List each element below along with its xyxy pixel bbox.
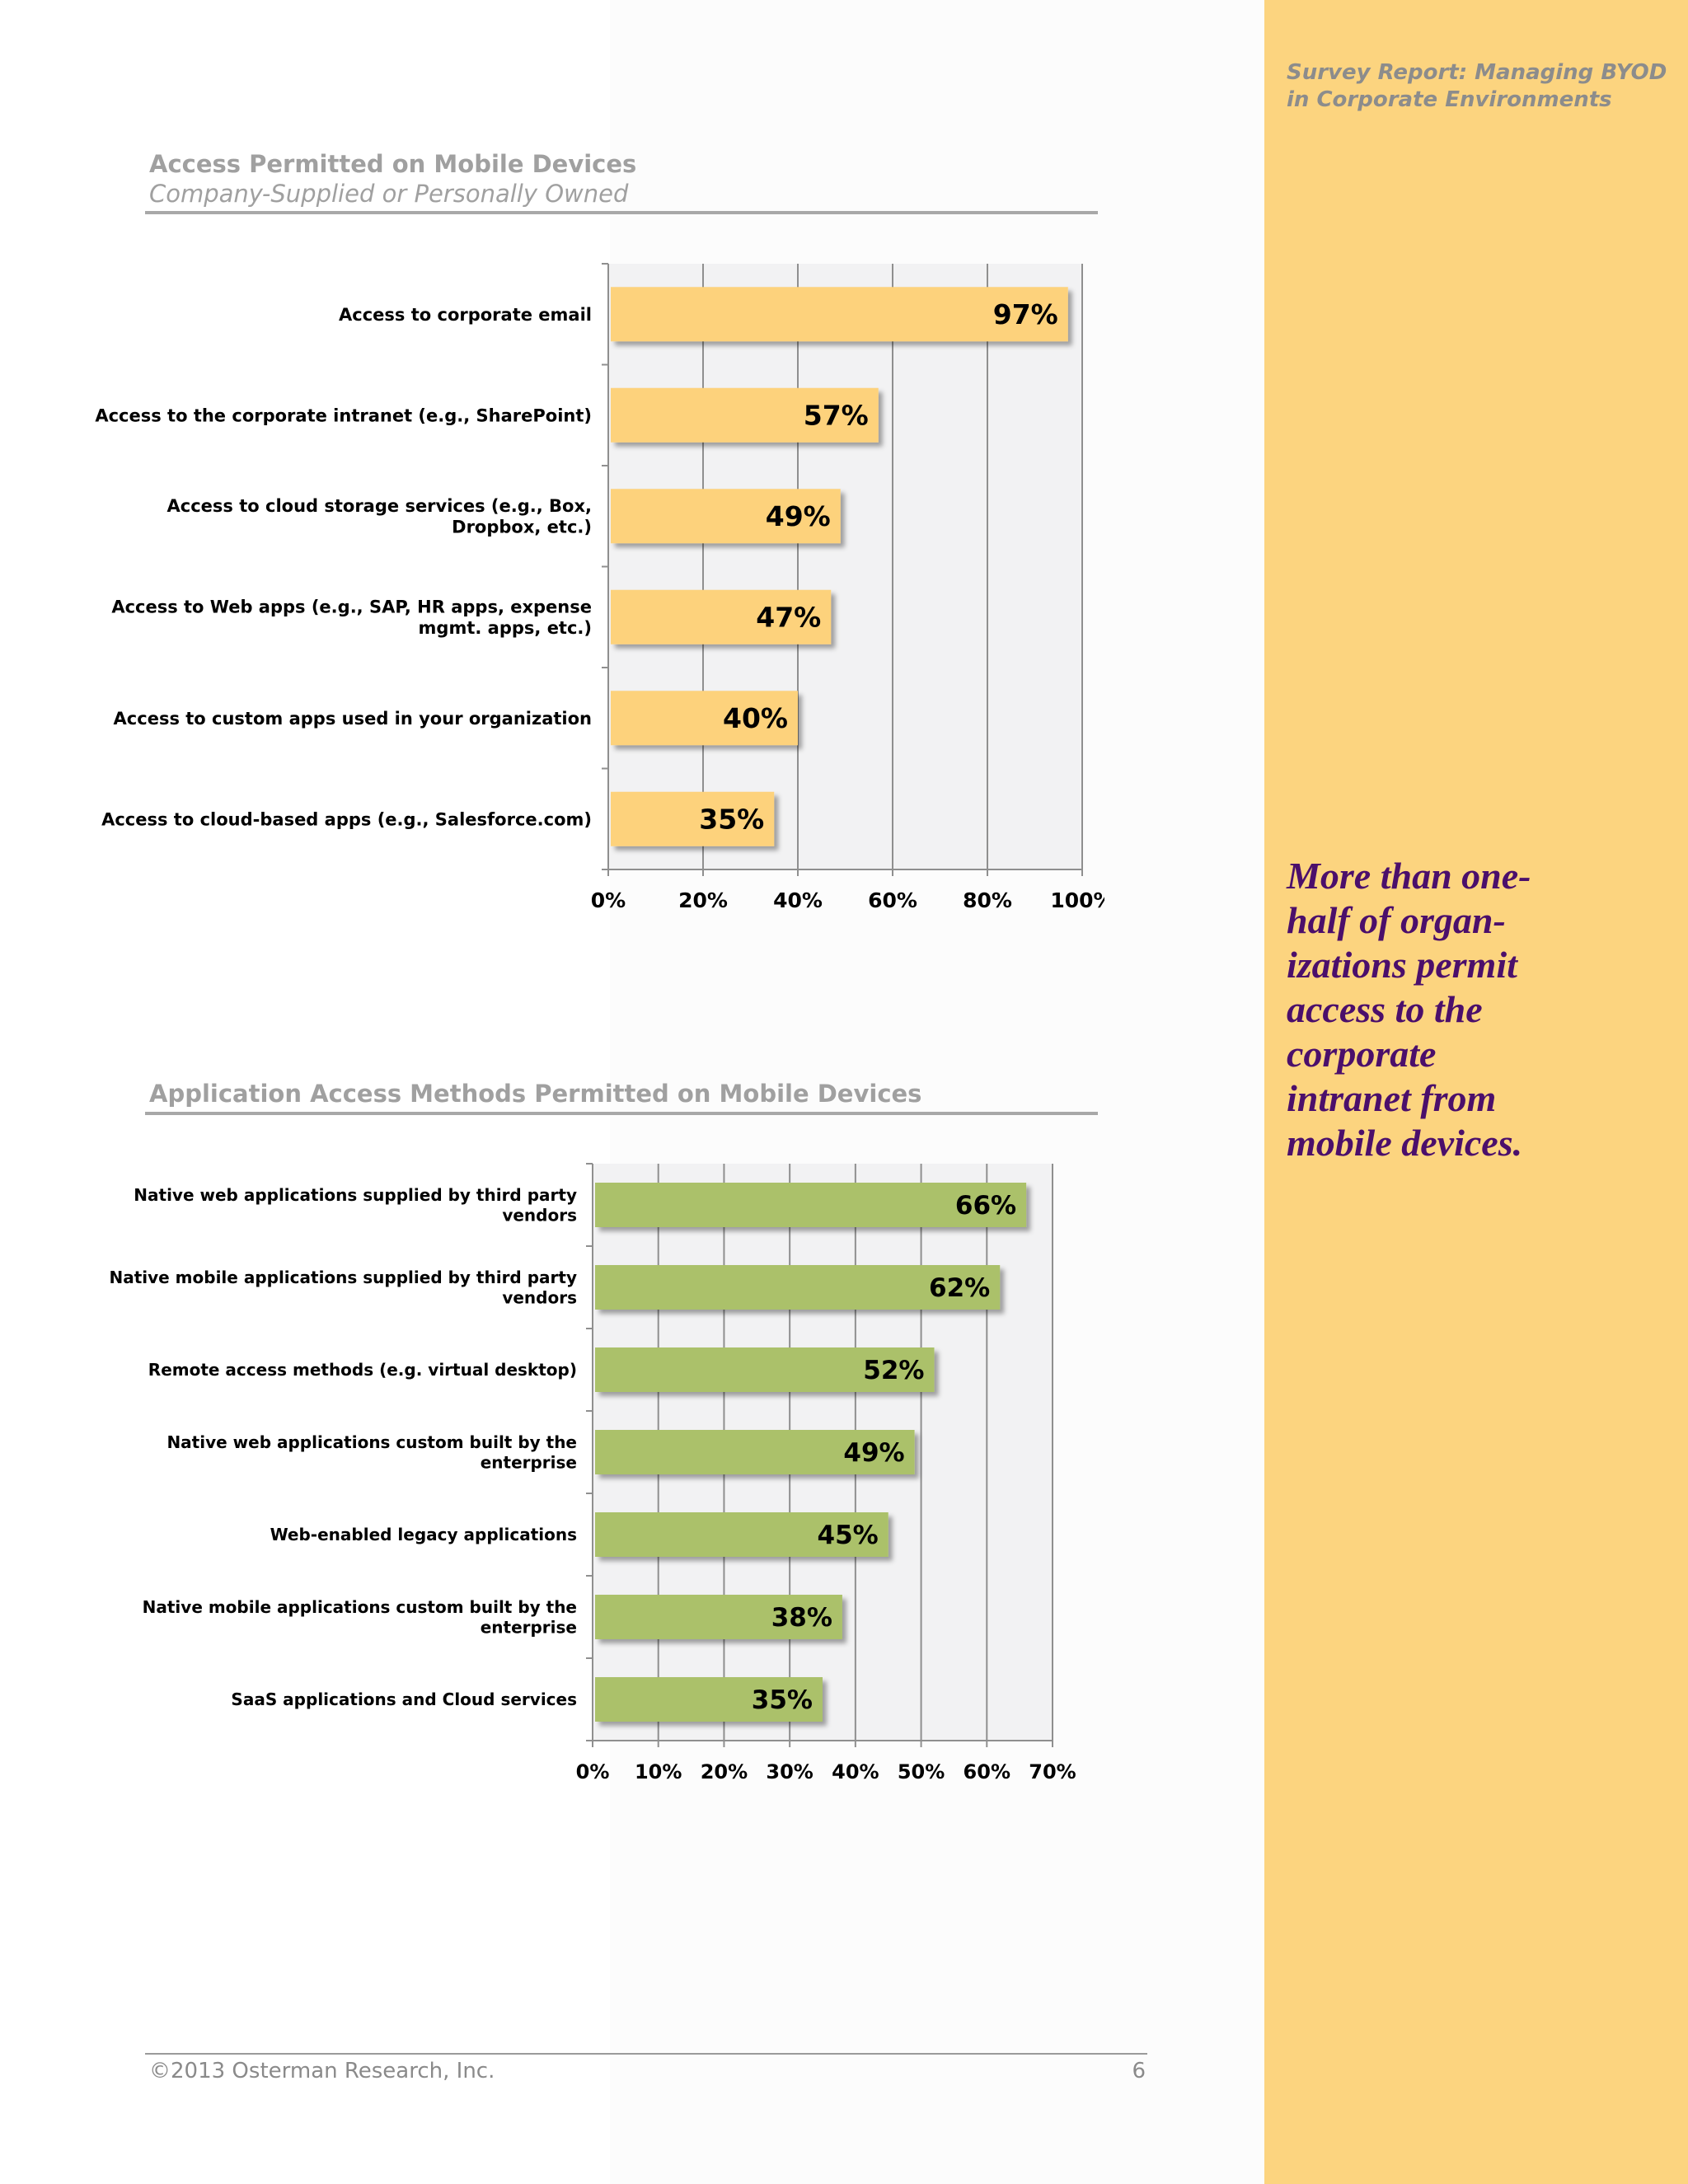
category-label-line: vendors [502, 1287, 577, 1307]
data-label: 45% [818, 1521, 879, 1550]
x-tick-label: 30% [766, 1760, 813, 1783]
x-tick-label: 40% [832, 1760, 879, 1783]
category-label: SaaS applications and Cloud services [231, 1690, 577, 1709]
category-label-line: Remote access methods (e.g. virtual desk… [148, 1360, 577, 1380]
category-label-line: Native web applications custom built by … [166, 1432, 577, 1452]
x-tick-label: 60% [868, 888, 917, 912]
chart2-svg: 0% 10% 20% 30% 40% 50% 60% 70% 66% Native web app… [0, 1146, 1104, 1797]
category-label-line: Access to the corporate intranet (e.g., … [95, 405, 592, 425]
data-label: 49% [766, 500, 831, 532]
chart1-plot-area [608, 264, 1082, 869]
x-tick-label: 50% [898, 1760, 945, 1783]
category-label: Access to cloud storage services (e.g., … [167, 496, 592, 537]
footer-copyright: ©2013 Osterman Research, Inc. [149, 2059, 495, 2083]
footer-rule [145, 2053, 1147, 2055]
category-label: Web-enabled legacy applications [270, 1525, 577, 1544]
report-title: Survey Report: Managing BYOD in Corporat… [1287, 59, 1674, 114]
category-label-line: vendors [502, 1205, 577, 1225]
x-tick-label: 60% [964, 1760, 1010, 1783]
data-label: 97% [993, 298, 1058, 330]
data-label: 62% [929, 1273, 990, 1303]
category-label: Native web applications custom built by … [166, 1432, 577, 1472]
data-label: 47% [756, 602, 821, 634]
data-label: 35% [752, 1685, 813, 1715]
category-label: Access to the corporate intranet (e.g., … [95, 405, 592, 425]
chart1-title-rule [145, 211, 1098, 214]
chart2-title: Application Access Methods Permitted on … [149, 1080, 921, 1108]
data-label: 35% [699, 804, 764, 836]
sidebar: Survey Report: Managing BYOD in Corporat… [1264, 0, 1688, 2184]
x-tick-label: 10% [635, 1760, 682, 1783]
category-label-line: Access to corporate email [339, 305, 592, 325]
category-label-line: Access to Web apps (e.g., SAP, HR apps, … [111, 598, 592, 617]
category-label-line: Access to cloud storage services (e.g., … [167, 496, 592, 516]
x-tick-label: 70% [1029, 1760, 1076, 1783]
category-label: Native mobile applications custom built … [143, 1597, 577, 1637]
category-label-line: enterprise [481, 1617, 577, 1637]
category-label: Access to corporate email [339, 305, 592, 325]
data-label: 52% [863, 1356, 924, 1385]
category-label-line: Access to cloud-based apps (e.g., Salesf… [101, 809, 592, 829]
category-label: Native mobile applications supplied by t… [109, 1268, 577, 1307]
pull-quote: More than one- half of organ- izations p… [1287, 854, 1592, 1165]
x-tick-label: 0% [576, 1760, 610, 1783]
category-label-line: Native mobile applications supplied by t… [109, 1268, 577, 1287]
category-label-line: SaaS applications and Cloud services [231, 1690, 577, 1709]
chart2-title-rule [145, 1112, 1098, 1115]
category-label-line: Native mobile applications custom built … [143, 1597, 577, 1617]
data-label: 66% [955, 1191, 1016, 1221]
category-label: Remote access methods (e.g. virtual desk… [148, 1360, 577, 1380]
category-label-line: mgmt. apps, etc.) [419, 618, 592, 638]
chart-access-permitted: 0% 20% 40% 60% 80% 100% 97% Access to corporate… [0, 247, 1104, 923]
data-label: 49% [843, 1438, 904, 1468]
category-label: Access to Web apps (e.g., SAP, HR apps, … [111, 598, 592, 639]
chart1-subtitle: Company-Supplied or Personally Owned [149, 180, 628, 208]
category-label-line: enterprise [481, 1452, 577, 1472]
data-label: 57% [804, 400, 869, 432]
x-tick-label: 40% [773, 888, 823, 912]
category-label-line: Native web applications supplied by thir… [134, 1185, 577, 1205]
x-tick-label: 100% [1050, 888, 1104, 912]
chart-app-access-methods: 0% 10% 20% 30% 40% 50% 60% 70% 66% Native web app… [0, 1146, 1104, 1797]
category-label-line: Dropbox, etc.) [452, 518, 592, 537]
x-tick-label: 20% [678, 888, 728, 912]
category-label-line: Web-enabled legacy applications [270, 1525, 577, 1544]
category-label: Access to cloud-based apps (e.g., Salesf… [101, 809, 592, 829]
category-label: Native web applications supplied by thir… [134, 1185, 577, 1225]
page-number: 6 [1104, 2059, 1146, 2083]
chart1-title: Access Permitted on Mobile Devices [149, 150, 636, 178]
chart1-svg: 0% 20% 40% 60% 80% 100% 97% Access to corporate… [0, 247, 1104, 923]
category-label-line: Access to custom apps used in your organ… [114, 709, 592, 729]
x-tick-label: 0% [591, 888, 626, 912]
data-label: 40% [723, 702, 788, 734]
x-tick-label: 80% [963, 888, 1012, 912]
data-label: 38% [771, 1603, 832, 1633]
category-label: Access to custom apps used in your organ… [114, 709, 592, 729]
x-tick-label: 20% [701, 1760, 748, 1783]
